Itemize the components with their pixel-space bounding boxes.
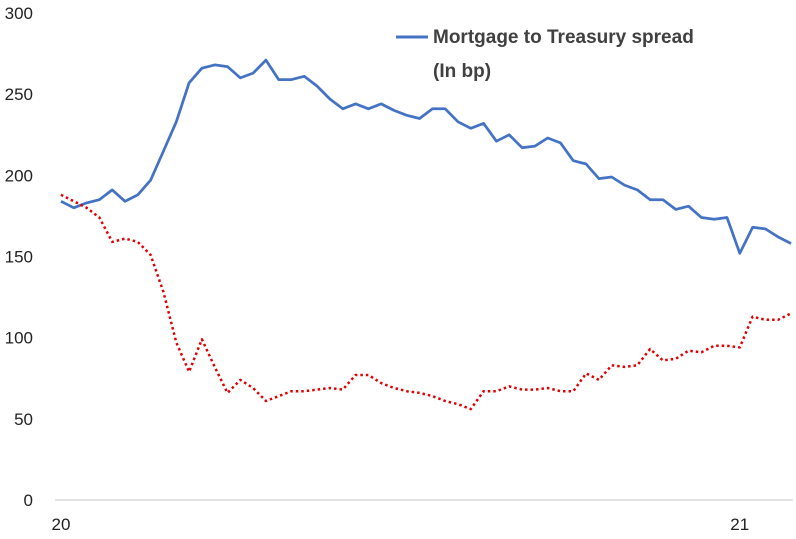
y-tick-label: 300 (5, 4, 33, 23)
series-layer (60, 58, 792, 411)
x-tick-label: 21 (730, 515, 749, 534)
x-tick-label: 20 (52, 515, 71, 534)
y-tick-label: 250 (5, 85, 33, 104)
x-axis: 20 21 (52, 515, 750, 534)
legend-label: Mortgage to Treasury spread (433, 27, 694, 48)
y-tick-label: 100 (5, 329, 33, 348)
y-axis: 0 50 100 150 200 250 300 (5, 4, 33, 510)
y-tick-label: 150 (5, 248, 33, 267)
y-tick-label: 50 (14, 410, 33, 429)
y-tick-label: 200 (5, 166, 33, 185)
legend: Mortgage to Treasury spread (In bp) (396, 27, 694, 82)
y-tick-label: 0 (24, 491, 33, 510)
legend-unit: (In bp) (433, 61, 491, 82)
series-line-mortgage-spread (60, 58, 792, 255)
series-line-dotted (60, 193, 792, 411)
